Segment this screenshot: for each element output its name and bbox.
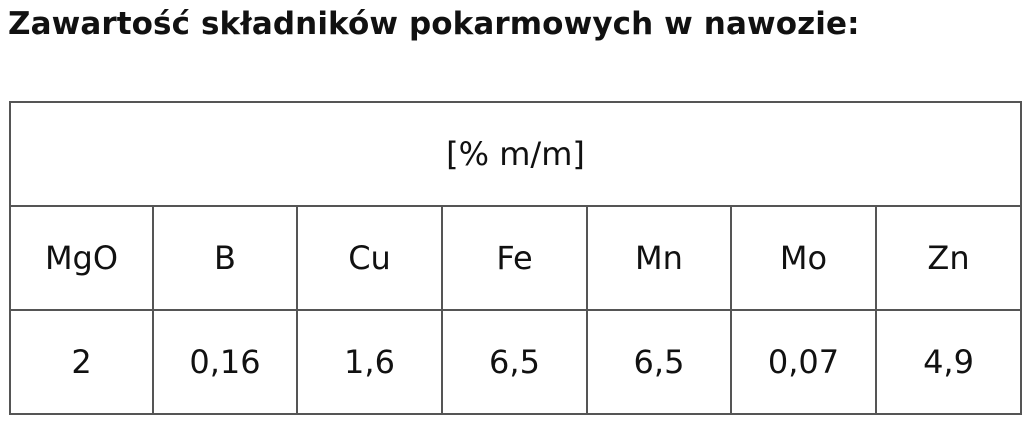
value-cell-mgo: 2 bbox=[9, 309, 154, 415]
header-cell-b: B bbox=[152, 205, 298, 311]
header-cell-mgo: MgO bbox=[9, 205, 154, 311]
value-cell-zn: 4,9 bbox=[874, 309, 1023, 415]
header-cell-mn: Mn bbox=[586, 205, 732, 311]
nutrient-table: [% m/m] MgO B Cu Fe Mn Mo Zn 2 0,16 1,6 … bbox=[8, 101, 1023, 415]
header-cell-fe: Fe bbox=[441, 205, 588, 311]
header-row: MgO B Cu Fe Mn Mo Zn bbox=[9, 205, 1023, 311]
value-cell-b: 0,16 bbox=[152, 309, 298, 415]
value-cell-cu: 1,6 bbox=[296, 309, 443, 415]
value-cell-mn: 6,5 bbox=[586, 309, 732, 415]
value-cell-fe: 6,5 bbox=[441, 309, 588, 415]
page-title: Zawartość składników pokarmowych w nawoz… bbox=[8, 6, 860, 42]
header-cell-mo: Mo bbox=[730, 205, 877, 311]
unit-cell: [% m/m] bbox=[8, 101, 1023, 207]
unit-row: [% m/m] bbox=[8, 101, 1023, 207]
header-cell-zn: Zn bbox=[874, 205, 1023, 311]
value-cell-mo: 0,07 bbox=[730, 309, 877, 415]
header-cell-cu: Cu bbox=[296, 205, 443, 311]
value-row: 2 0,16 1,6 6,5 6,5 0,07 4,9 bbox=[9, 309, 1023, 415]
